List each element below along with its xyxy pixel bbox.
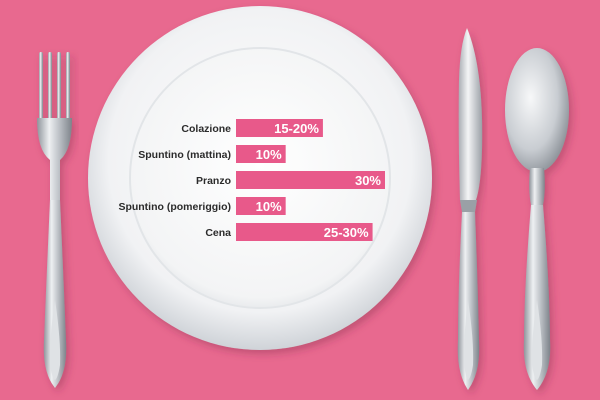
- knife-icon: [457, 28, 483, 390]
- value-label: 30%: [355, 173, 381, 188]
- value-label: 25-30%: [324, 225, 369, 240]
- spoon-icon: [505, 48, 569, 390]
- bar: [236, 171, 385, 189]
- bar: [236, 119, 323, 137]
- fork-icon: [37, 52, 72, 388]
- value-label: 10%: [256, 199, 282, 214]
- bar: [236, 197, 286, 215]
- category-label: Spuntino (pomeriggio): [118, 201, 231, 213]
- value-label: 15-20%: [274, 121, 319, 136]
- category-label: Pranzo: [196, 175, 231, 187]
- category-label: Spuntino (mattina): [138, 149, 231, 161]
- category-label: Colazione: [181, 123, 231, 135]
- bar: [236, 223, 373, 241]
- value-label: 10%: [256, 147, 282, 162]
- bar: [236, 145, 286, 163]
- bar-chart: Colazione 15-20% Spuntino (mattina) 10% Pran…: [118, 119, 385, 241]
- category-label: Cena: [205, 227, 231, 239]
